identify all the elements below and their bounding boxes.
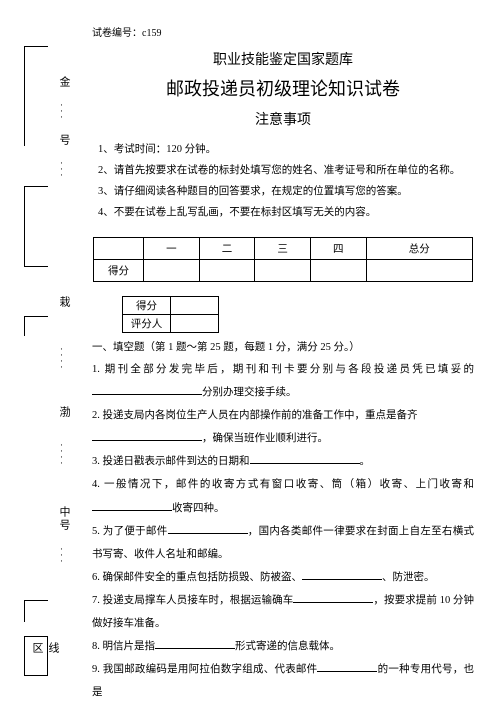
- title-bank: 职业技能鉴定国家题库: [92, 49, 474, 69]
- question-4: 4. 一般情况下，邮件的收寄方式有窗口收寄、筒（箱）收寄、上门收寄和收寄四种。: [92, 473, 474, 519]
- score-small-1: 得分: [123, 297, 171, 315]
- rail-text-6: 线 区: [29, 642, 61, 666]
- question-5: 5. 为了便于邮件，国内各类邮件一律要求在封面上自左至右横式书写寄、收件人名址和…: [92, 520, 474, 566]
- left-rail: 金 ··· 号 ··· 栽 ···· 渤 ···· 中号 ··· 线 区: [24, 46, 80, 666]
- rail-text-3: 栽: [56, 296, 72, 315]
- score-small-2: 评分人: [123, 315, 171, 333]
- question-1: 1. 期刊全部分发完毕后，期刊和刊卡要分别与各段投递员凭已填妥的分别办理交接手续…: [92, 358, 474, 404]
- score-table: 一 二 三 四 总分 得分: [93, 237, 473, 282]
- score-col-total: 总分: [366, 238, 473, 260]
- score-col-3: 三: [255, 238, 311, 260]
- score-small-table: 得分 评分人: [122, 296, 219, 333]
- instruction-4: 4、不要在试卷上乱写乱画，不要在标封区填写无关的内容。: [98, 202, 474, 223]
- score-col-2: 二: [199, 238, 255, 260]
- question-6: 6. 确保邮件安全的重点包括防损毁、防被盗、、防泄密。: [92, 566, 474, 589]
- rail-text-2: 号: [56, 134, 72, 153]
- score-col-1: 一: [144, 238, 200, 260]
- rail-text-4: 渤: [56, 406, 72, 425]
- rail-text-5: 中号: [56, 506, 72, 532]
- instruction-3: 3、请仔细阅读各种题目的回答要求，在规定的位置填写您的答案。: [98, 181, 474, 202]
- title-notice: 注意事项: [92, 109, 474, 129]
- score-col-blank: [94, 238, 144, 260]
- title-main: 邮政投递员初级理论知识试卷: [92, 75, 474, 101]
- question-7: 7. 投递支局撑车人员接车时，根据运输确车，按要求提前 10 分钟做好接车准备。: [92, 589, 474, 635]
- instruction-1: 1、考试时间：120 分钟。: [98, 139, 474, 160]
- rail-text-1: 金: [56, 76, 72, 95]
- question-8: 8. 明信片是指形式寄递的信息载体。: [92, 635, 474, 658]
- paper-code: 试卷编号：c159: [92, 24, 474, 39]
- instruction-2: 2、请首先按要求在试卷的标封处填写您的姓名、准考证号和所在单位的名称。: [98, 160, 474, 181]
- question-2: 2. 投递支局内各岗位生产人员在内部操作前的准备工作中，重点是备齐，确保当班作业…: [92, 404, 474, 450]
- score-row-label: 得分: [94, 260, 144, 282]
- score-col-4: 四: [310, 238, 366, 260]
- section-1-title: 一、填空题（第 1 题～第 25 题，每题 1 分，满分 25 分。）: [92, 339, 474, 354]
- question-9: 9. 我国邮政编码是用阿拉伯数字组成、代表邮件的一种专用代号，也是: [92, 658, 474, 704]
- question-3: 3. 投递日戳表示邮件到达的日期和。: [92, 450, 474, 473]
